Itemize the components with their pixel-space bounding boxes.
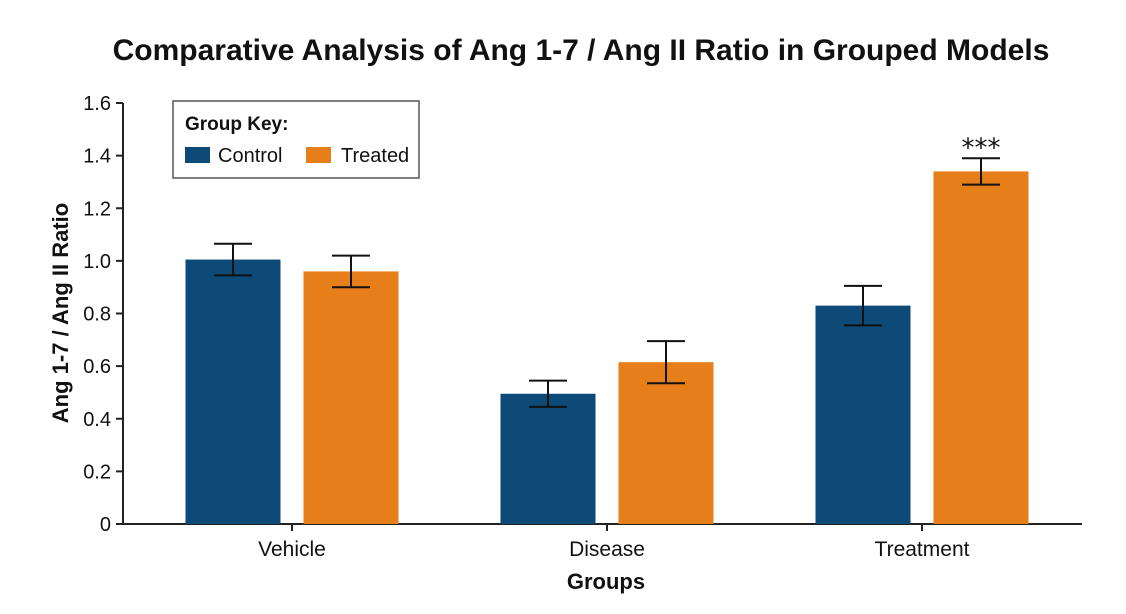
- bar-treated-disease: [618, 362, 714, 524]
- y-tick-label: 0.6: [83, 356, 111, 378]
- legend-label-control: Control: [218, 145, 282, 167]
- legend-swatch-treated: [306, 147, 331, 163]
- legend-swatch-control: [185, 147, 210, 163]
- y-tick-label: 1.0: [83, 251, 111, 273]
- axes: 0 0.2 0.4 0.6 0.8 1.0 1.2 1.4 1.6 Vehicle Disease T…: [83, 93, 1082, 561]
- bar-treated-vehicle: [303, 271, 399, 524]
- bar-treated-treatment: [933, 171, 1029, 524]
- x-tick-label: Vehicle: [258, 538, 326, 561]
- y-tick-label: 0.8: [83, 304, 111, 326]
- annotations-group: ***: [962, 133, 1001, 163]
- y-tick-label: 0.2: [83, 461, 111, 483]
- legend: Group Key: Control Treated: [172, 100, 420, 179]
- legend-title: Group Key:: [185, 114, 288, 135]
- bar-control-treatment: [815, 305, 911, 524]
- legend-box: [172, 100, 420, 179]
- y-tick-label: 1.6: [83, 93, 111, 115]
- x-axis-title: Groups: [567, 569, 645, 594]
- y-tick-label: 0: [100, 514, 111, 536]
- x-tick-label: Disease: [569, 538, 645, 561]
- legend-label-treated: Treated: [341, 145, 409, 167]
- y-tick-label: 1.2: [83, 198, 111, 220]
- chart-title: Comparative Analysis of Ang 1-7 / Ang II…: [113, 34, 1050, 67]
- y-tick-label: 0.4: [83, 409, 111, 431]
- y-axis-title: Ang 1-7 / Ang II Ratio: [48, 203, 73, 423]
- x-tick-label: Treatment: [875, 538, 970, 561]
- y-tick-label: 1.4: [83, 146, 111, 168]
- significance-annotation: ***: [962, 133, 1001, 163]
- bars-group: [185, 171, 1029, 524]
- bar-control-disease: [500, 393, 596, 524]
- error-bars-group: [214, 157, 1000, 408]
- bar-control-vehicle: [185, 259, 281, 524]
